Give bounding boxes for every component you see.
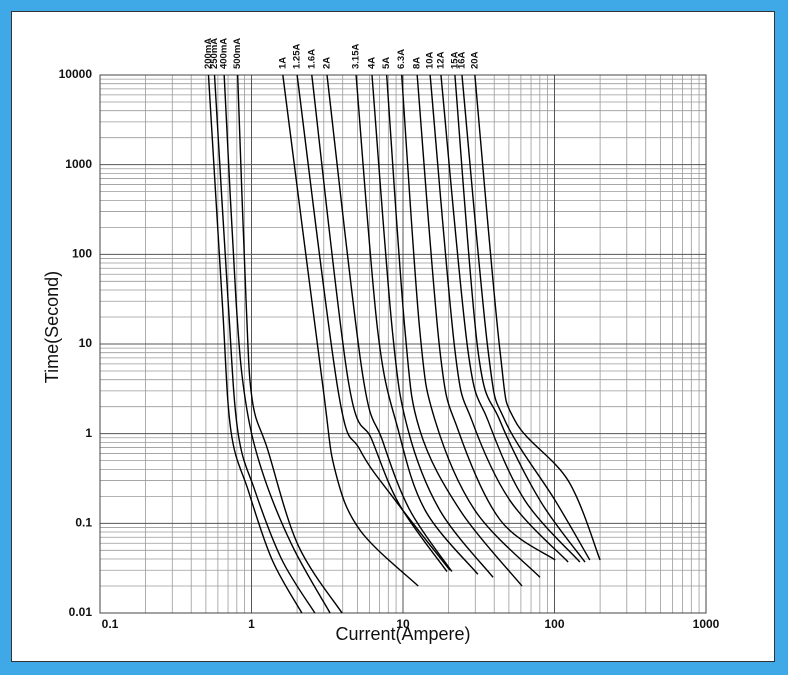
curve-label: 3.15A	[351, 44, 362, 69]
plot-border	[99, 74, 707, 614]
x-tick-label: 10	[396, 617, 410, 631]
fuse-curve	[440, 74, 581, 563]
y-tick-label: 10	[79, 336, 93, 350]
y-tick-label: 100	[72, 247, 92, 261]
fuse-curve	[385, 74, 523, 587]
fuse-curve	[207, 74, 303, 614]
fuse-curve	[416, 74, 556, 561]
curve-label: 500mA	[232, 38, 243, 69]
curve-label: 6.3A	[396, 49, 407, 69]
curve-label: 2A	[322, 57, 333, 69]
fuse-curve	[461, 74, 591, 561]
y-axis-title: Time(Second)	[42, 271, 62, 383]
y-tick-label: 1000	[65, 157, 92, 171]
curve-label: 20A	[469, 51, 480, 69]
fuse-curve	[213, 74, 316, 614]
y-tick-label: 10000	[59, 67, 93, 81]
fuse-curve	[371, 74, 494, 578]
curve-label: 1.25A	[292, 44, 303, 69]
x-tick-label: 1	[248, 617, 255, 631]
x-tick-label: 0.1	[102, 617, 119, 631]
fuse-curve	[400, 74, 541, 578]
curve-label: 10A	[425, 51, 436, 69]
fuse-curve	[236, 74, 343, 614]
curve-label: 1.6A	[306, 49, 317, 69]
curve-label: 400mA	[219, 38, 230, 69]
curve-label: 16A	[456, 51, 467, 69]
fuse-curve	[326, 74, 453, 572]
y-tick-label: 0.01	[69, 605, 93, 619]
x-tick-label: 100	[544, 617, 564, 631]
fuse-curve	[474, 74, 601, 561]
fuse-curve	[223, 74, 331, 614]
curve-label: 5A	[381, 57, 392, 69]
x-tick-label: 1000	[693, 617, 720, 631]
x-axis-title: Current(Ampere)	[335, 624, 470, 644]
fuse-curve	[311, 74, 448, 572]
curve-label: 200mA	[203, 38, 214, 69]
y-tick-label: 1	[85, 426, 92, 440]
curve-label: 15A	[449, 51, 460, 69]
y-tick-label: 0.1	[75, 516, 92, 530]
curve-label: 250mA	[209, 38, 220, 69]
curve-label: 1A	[277, 57, 288, 69]
curve-label: 8A	[412, 57, 423, 69]
curve-label: 4A	[366, 57, 377, 69]
fuse-curve	[355, 74, 479, 575]
curve-label: 12A	[435, 51, 446, 69]
fuse-curve	[454, 74, 586, 563]
fuse-curve	[429, 74, 569, 563]
fuse-curve	[282, 74, 419, 587]
